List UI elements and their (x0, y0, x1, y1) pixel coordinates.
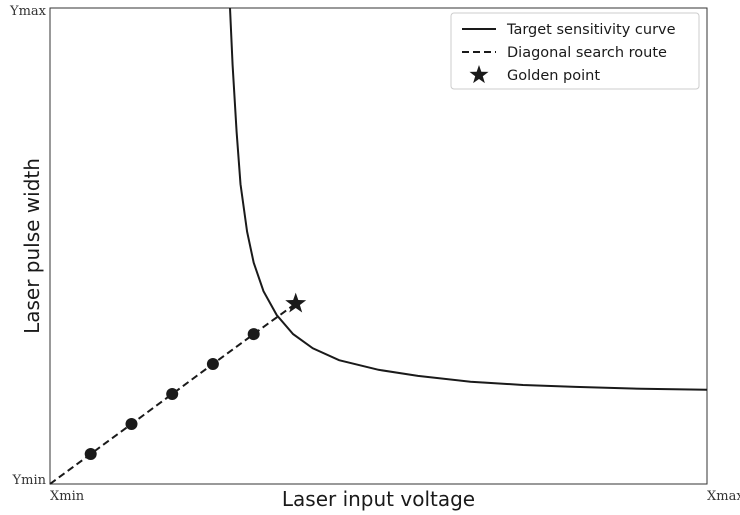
y-tick-label-min: Ymin (12, 473, 47, 488)
x-tick-label-min: Xmin (50, 489, 85, 504)
search-point (84, 448, 97, 460)
legend: Target sensitivity curve Diagonal search … (450, 12, 700, 90)
legend-label-curve: Target sensitivity curve (506, 22, 676, 38)
search-point (125, 418, 138, 430)
search-point (247, 328, 260, 341)
x-tick-label-max: Xmax (707, 489, 740, 504)
golden-point-star (285, 292, 307, 313)
search-point (166, 388, 179, 400)
legend-label-golden: Golden point (507, 68, 600, 84)
legend-label-route: Diagonal search route (507, 45, 667, 61)
x-axis-label: Laser input voltage (282, 487, 475, 511)
target-sensitivity-curve (229, 7, 708, 391)
search-point (206, 358, 219, 370)
legend-box (450, 12, 700, 90)
y-axis-label: Laser pulse width (20, 158, 44, 334)
plot-frame (49, 7, 708, 485)
y-tick-label-max: Ymax (9, 4, 47, 19)
legend-star-icon (469, 65, 489, 84)
